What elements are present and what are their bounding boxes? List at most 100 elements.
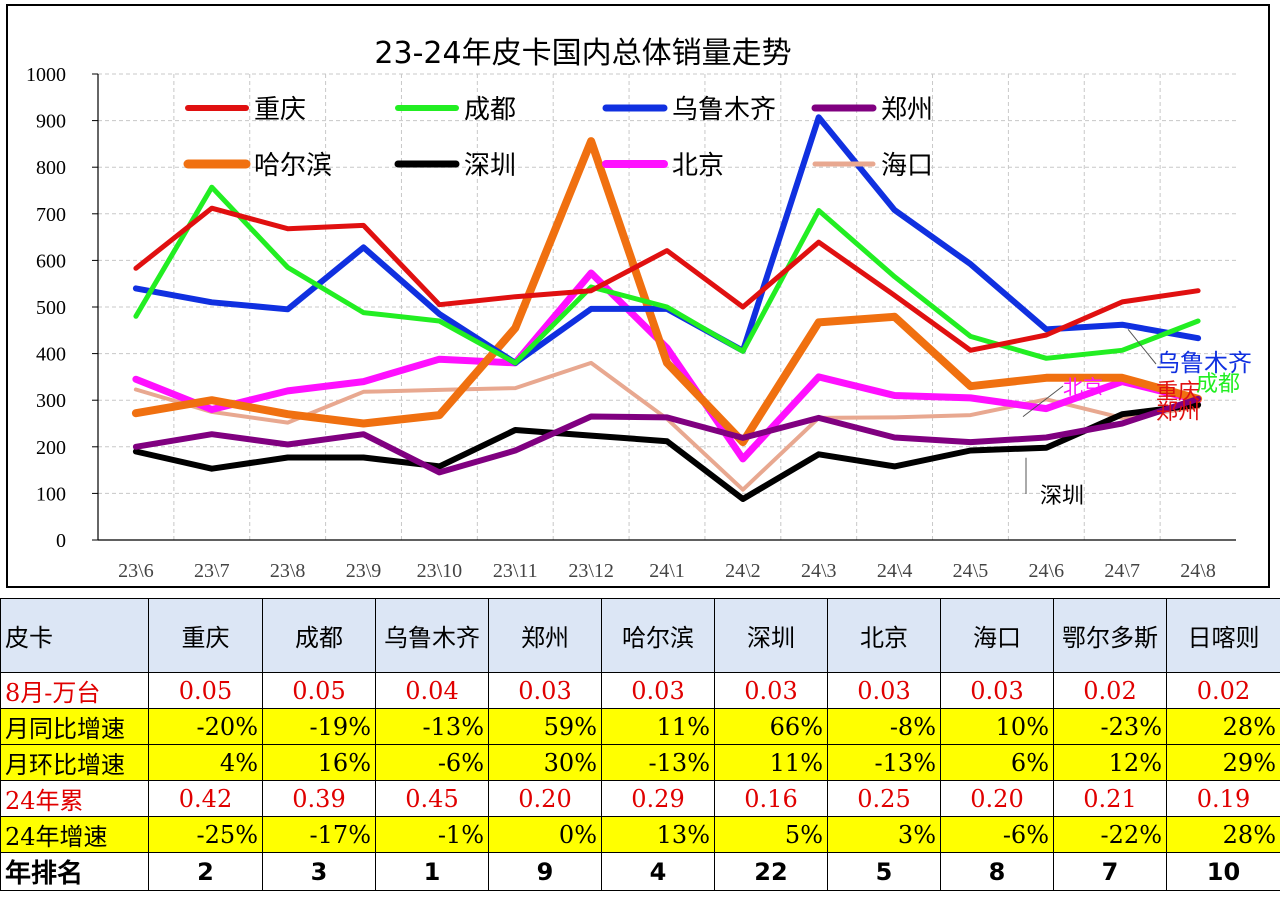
table-cell: 0.42 xyxy=(148,780,263,817)
annotation-label: 郑州 xyxy=(1156,400,1200,425)
x-tick-label: 23\11 xyxy=(493,560,538,582)
row-label: 24年增速 xyxy=(0,816,149,853)
y-tick-label: 800 xyxy=(36,157,66,179)
table-cell: 10% xyxy=(940,708,1054,745)
table-cell: -13% xyxy=(827,744,941,781)
table-cell: 0.04 xyxy=(375,672,489,709)
legend-label: 哈尔滨 xyxy=(254,151,332,181)
x-tick-label: 24\5 xyxy=(953,560,989,582)
series-line xyxy=(133,205,1201,353)
x-tick-label: 23\9 xyxy=(346,560,382,582)
x-tick-label: 24\3 xyxy=(801,560,837,582)
column-header: 海口 xyxy=(940,598,1054,673)
table-cell: 11% xyxy=(714,744,828,781)
x-tick-label: 24\4 xyxy=(877,560,913,582)
annotation-label: 成都 xyxy=(1196,372,1240,397)
table-row: 月环比增速 4% 16% -6% 30% -13% 11% -13% 6% 12% 29% xyxy=(0,744,1280,781)
column-header: 乌鲁木齐 xyxy=(375,598,489,673)
table-cell: 0.03 xyxy=(714,672,828,709)
table-cell: 0.02 xyxy=(1053,672,1167,709)
y-tick-label: 1000 xyxy=(26,64,66,86)
column-header: 成都 xyxy=(262,598,376,673)
table-cell: 0.20 xyxy=(488,780,602,817)
series-line xyxy=(132,395,1202,476)
legend-label: 北京 xyxy=(672,151,724,181)
series-line xyxy=(132,269,1202,463)
x-tick-label: 23\8 xyxy=(270,560,306,582)
table-row: 8月-万台 0.05 0.05 0.04 0.03 0.03 0.03 0.03 0.03 0.0… xyxy=(0,672,1280,709)
column-header: 郑州 xyxy=(488,598,602,673)
table-row: 月同比增速 -20% -19% -13% 59% 11% 66% -8% 10% -23% 28% xyxy=(0,708,1280,745)
table-cell: 0% xyxy=(488,816,602,853)
legend-label: 郑州 xyxy=(881,95,933,125)
column-header: 北京 xyxy=(827,598,941,673)
column-header: 日喀则 xyxy=(1166,598,1280,673)
column-header: 鄂尔多斯 xyxy=(1053,598,1167,673)
annotation-label: 乌鲁木齐 xyxy=(1156,349,1252,377)
table-cell: 0.02 xyxy=(1166,672,1280,709)
table-cell: 2 xyxy=(148,852,263,891)
table-cell: 0.03 xyxy=(940,672,1054,709)
row-label: 月同比增速 xyxy=(0,708,149,745)
y-tick-label: 400 xyxy=(36,344,66,366)
annotation-label: 深圳 xyxy=(1040,484,1084,509)
table-cell: 66% xyxy=(714,708,828,745)
table-cell: 4 xyxy=(601,852,715,891)
legend-label: 深圳 xyxy=(464,151,516,181)
table-cell: 0.05 xyxy=(262,672,376,709)
x-tick-label: 24\1 xyxy=(649,560,685,582)
line-chart: 0 100 200 300 400 500 600 700 800 900 1000 23\6 23\7… xyxy=(26,64,1252,582)
annotation-label: 北京 xyxy=(1063,375,1103,399)
table-cell: -6% xyxy=(375,744,489,781)
table-cell: 0.21 xyxy=(1053,780,1167,817)
table-cell: 0.05 xyxy=(148,672,263,709)
x-tick-label: 23\6 xyxy=(118,560,154,582)
table-cell: 8 xyxy=(940,852,1054,891)
table-cell: 0.16 xyxy=(714,780,828,817)
table-corner-label: 皮卡 xyxy=(0,598,149,673)
table-cell: 1 xyxy=(375,852,489,891)
x-tick-label: 24\8 xyxy=(1180,560,1216,582)
table-cell: 5 xyxy=(827,852,941,891)
table-cell: 12% xyxy=(1053,744,1167,781)
y-tick-label: 100 xyxy=(36,483,66,505)
table-cell: -1% xyxy=(375,816,489,853)
row-label: 月环比增速 xyxy=(0,744,149,781)
y-tick-label: 500 xyxy=(36,297,66,319)
chart-title: 23-24年皮卡国内总体销量走势 xyxy=(374,36,792,71)
series-line xyxy=(133,184,1201,366)
x-tick-label: 23\12 xyxy=(568,560,614,582)
x-tick-label: 24\7 xyxy=(1104,560,1140,582)
table-cell: 28% xyxy=(1166,816,1280,853)
table-cell: 0.25 xyxy=(827,780,941,817)
table-cell: 3 xyxy=(262,852,376,891)
table-cell: -23% xyxy=(1053,708,1167,745)
table-cell: 10 xyxy=(1166,852,1280,891)
y-tick-label: 700 xyxy=(36,204,66,226)
y-tick-label: 200 xyxy=(36,437,66,459)
y-tick-label: 300 xyxy=(36,390,66,412)
table-cell: 0.03 xyxy=(601,672,715,709)
chart-frame: 23-24年皮卡国内总体销量走势 0 100 200 300 400 500 600 700 8… xyxy=(6,4,1270,588)
x-tick-label: 24\6 xyxy=(1029,560,1065,582)
table-cell: 29% xyxy=(1166,744,1280,781)
table-cell: 7 xyxy=(1053,852,1167,891)
legend-label: 重庆 xyxy=(254,95,306,125)
table-cell: -22% xyxy=(1053,816,1167,853)
table-cell: -6% xyxy=(940,816,1054,853)
table-cell: 16% xyxy=(262,744,376,781)
legend-label: 乌鲁木齐 xyxy=(672,95,776,125)
row-label: 24年累 xyxy=(0,780,149,817)
table-row: 年排名 2 3 1 9 4 22 5 8 7 10 xyxy=(0,852,1280,891)
table-cell: 3% xyxy=(827,816,941,853)
annotation-leader xyxy=(1022,385,1064,417)
table-cell: 0.03 xyxy=(488,672,602,709)
table-cell: -25% xyxy=(148,816,263,853)
x-tick-label: 24\2 xyxy=(725,560,761,582)
table-cell: 13% xyxy=(601,816,715,853)
table-cell: 28% xyxy=(1166,708,1280,745)
table-cell: 22 xyxy=(714,852,828,891)
column-header: 深圳 xyxy=(714,598,828,673)
y-tick-label: 900 xyxy=(36,111,66,133)
table-cell: 0.19 xyxy=(1166,780,1280,817)
